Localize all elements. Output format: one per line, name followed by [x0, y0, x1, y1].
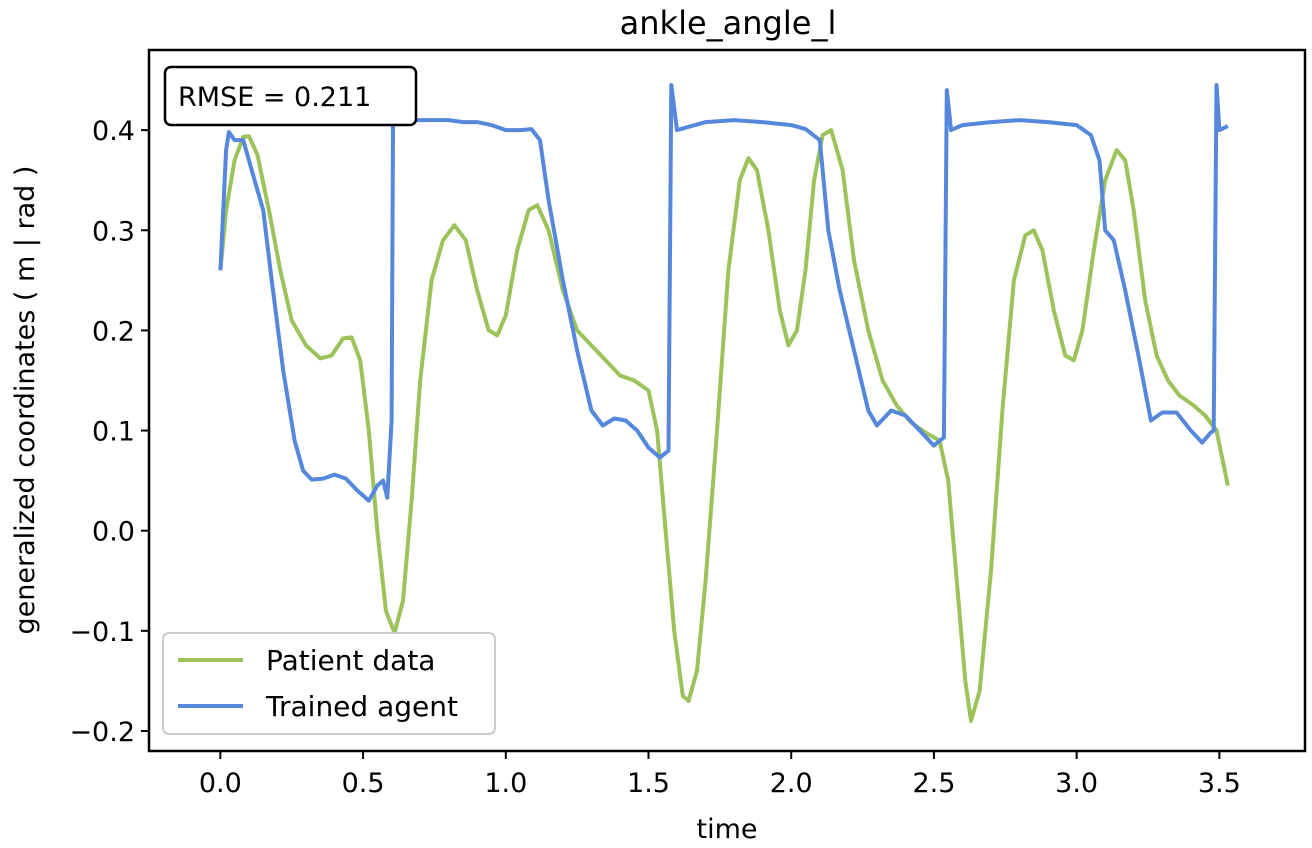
- series-line-patient-data: [218, 128, 1230, 723]
- plot-area: [218, 83, 1230, 723]
- legend-label-patient-data: Patient data: [266, 644, 435, 677]
- legend: Patient data Trained agent: [162, 632, 496, 735]
- y-tick-label: 0.3: [92, 216, 135, 247]
- x-axis-label: time: [696, 814, 757, 845]
- y-tick-label: −0.2: [69, 717, 135, 748]
- series-line-trained-agent: [218, 83, 1229, 503]
- x-axis: 0.0 0.5 1.0 1.5 2.0 2.5 3.0 3.5: [199, 751, 1241, 799]
- rmse-annotation-box: [163, 65, 418, 127]
- y-tick-label: 0.4: [92, 116, 135, 147]
- y-tick-label: 0.0: [92, 517, 135, 548]
- x-tick-label: 3.5: [1198, 768, 1241, 799]
- chart-title: ankle_angle_l: [620, 4, 837, 42]
- rmse-annotation-text: RMSE = 0.211: [178, 82, 371, 113]
- y-axis-label: generalized coordinates ( m | rad ): [10, 166, 41, 635]
- legend-label-trained-agent: Trained agent: [265, 690, 458, 723]
- x-tick-label: 2.5: [912, 768, 955, 799]
- x-tick-label: 1.5: [627, 768, 670, 799]
- plot-frame: [147, 48, 1307, 753]
- y-axis: −0.2 −0.1 0.0 0.1 0.2 0.3 0.4: [69, 116, 149, 748]
- legend-box: [162, 632, 496, 735]
- y-tick-label: 0.2: [92, 316, 135, 347]
- x-tick-label: 2.0: [770, 768, 813, 799]
- x-tick-label: 0.0: [199, 768, 242, 799]
- y-tick-label: −0.1: [69, 617, 135, 648]
- x-tick-label: 3.0: [1055, 768, 1098, 799]
- rmse-annotation: RMSE = 0.211: [163, 65, 418, 127]
- y-tick-label: 0.1: [92, 417, 135, 448]
- x-tick-label: 0.5: [342, 768, 385, 799]
- x-tick-label: 1.0: [484, 768, 527, 799]
